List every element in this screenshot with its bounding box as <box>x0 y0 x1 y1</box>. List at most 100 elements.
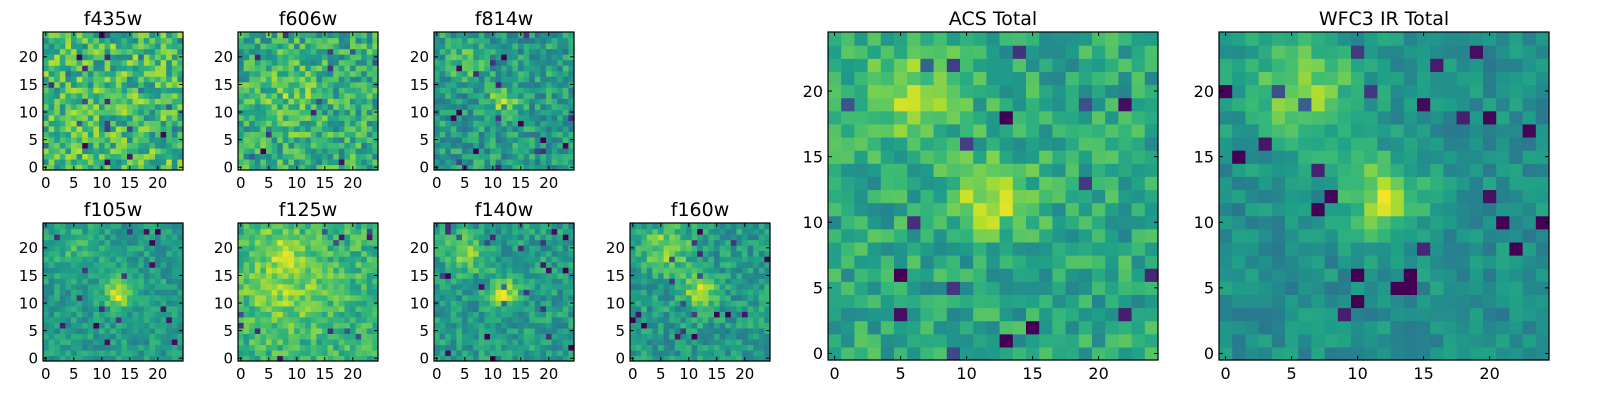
heatmap-cell <box>127 76 134 83</box>
heatmap-cell <box>372 70 379 77</box>
heatmap-cell <box>714 245 721 252</box>
heatmap-cell <box>473 355 480 362</box>
heatmap-cell <box>87 223 94 230</box>
heatmap-cell <box>495 294 502 301</box>
heatmap-cell <box>171 355 178 362</box>
heatmap-cell <box>445 311 452 318</box>
heatmap-cell <box>305 87 312 94</box>
heatmap-cell <box>87 76 94 83</box>
heatmap-cell <box>87 316 94 323</box>
heatmap-cell <box>730 278 737 285</box>
heatmap-cell <box>288 153 295 160</box>
heatmap-cell <box>43 120 50 127</box>
y-tick-label: 20 <box>19 239 38 257</box>
heatmap-cell <box>266 228 273 235</box>
heatmap-cell <box>59 142 66 149</box>
heatmap-cell <box>534 256 541 263</box>
heatmap-cell <box>171 54 178 61</box>
heatmap-cell <box>652 256 659 263</box>
heatmap-cell <box>478 305 485 312</box>
heatmap-cell <box>680 322 687 329</box>
heatmap-cell <box>177 158 184 166</box>
heatmap-cell <box>372 59 379 66</box>
heatmap-cell <box>149 344 156 351</box>
heatmap-cell <box>445 76 452 83</box>
x-tick-label: 20 <box>539 365 558 383</box>
heatmap-cell <box>686 234 693 241</box>
heatmap-cell <box>456 125 463 132</box>
heatmap-cell <box>725 311 732 318</box>
heatmap-cell <box>277 261 284 268</box>
heatmap-cell <box>327 272 334 279</box>
heatmap-cell <box>327 153 334 160</box>
heatmap-cell <box>736 344 743 351</box>
heatmap-cell <box>93 272 100 279</box>
heatmap-cell <box>155 153 162 160</box>
heatmap-cell <box>132 70 139 77</box>
heatmap-cell <box>736 223 743 230</box>
heatmap-cell <box>115 272 122 279</box>
heatmap-cell <box>534 109 541 116</box>
heatmap-cell <box>271 76 278 83</box>
heatmap-cell <box>764 228 771 235</box>
heatmap-cell <box>841 281 855 295</box>
heatmap-cell <box>54 131 61 138</box>
heatmap-cell <box>828 307 842 322</box>
heatmap-cell <box>132 131 139 138</box>
heatmap-cell <box>635 261 642 268</box>
heatmap-cell <box>355 261 362 268</box>
heatmap-cell <box>316 125 323 132</box>
heatmap-cell <box>294 228 301 235</box>
heatmap-cell <box>177 283 184 290</box>
heatmap-cell <box>87 114 94 121</box>
heatmap-cell <box>322 300 329 307</box>
heatmap-cell <box>501 338 508 346</box>
heatmap-cell <box>456 43 463 50</box>
heatmap-cell <box>534 245 541 252</box>
panel-title: f606w <box>279 8 338 30</box>
heatmap-cell <box>841 163 855 177</box>
heatmap-cell <box>338 37 345 44</box>
heatmap-cell <box>467 228 474 235</box>
heatmap-cell <box>652 289 659 296</box>
heatmap-cell <box>121 109 128 116</box>
heatmap-cell <box>344 294 351 301</box>
heatmap-cell <box>999 176 1014 191</box>
heatmap-cell <box>338 43 345 50</box>
heatmap-cell <box>115 92 122 99</box>
heatmap-cell <box>366 338 373 346</box>
heatmap-cell <box>344 164 351 171</box>
heatmap-cell <box>48 109 55 116</box>
heatmap-cell <box>59 305 66 312</box>
heatmap-cell <box>546 245 553 252</box>
heatmap-cell <box>523 158 530 166</box>
heatmap-cell <box>149 272 156 279</box>
heatmap-cell <box>243 81 250 88</box>
heatmap-cell <box>495 87 502 94</box>
heatmap-cell <box>562 327 569 334</box>
heatmap-cell <box>48 267 55 274</box>
heatmap-cell <box>121 114 128 121</box>
heatmap-cell <box>462 239 469 246</box>
heatmap-cell <box>490 278 497 285</box>
heatmap-cell <box>322 37 329 44</box>
heatmap-cell <box>132 81 139 88</box>
heatmap-cell <box>490 37 497 44</box>
heatmap-cell <box>473 272 480 279</box>
heatmap-cell <box>506 70 513 77</box>
heatmap-cell <box>299 37 306 44</box>
heatmap-cell <box>104 355 111 362</box>
heatmap-cell <box>115 87 122 94</box>
heatmap-cell <box>361 65 368 72</box>
heatmap-cell <box>138 239 145 246</box>
heatmap-cell <box>243 316 250 323</box>
heatmap-cell <box>557 136 564 143</box>
heatmap-cell <box>697 344 704 351</box>
heatmap-cell <box>506 256 513 263</box>
heatmap-cell <box>495 125 502 132</box>
heatmap-cell <box>115 294 122 301</box>
heatmap-cell <box>920 189 935 204</box>
heatmap-cell <box>271 114 278 121</box>
heatmap-cell <box>254 142 261 149</box>
heatmap-cell <box>249 344 256 351</box>
